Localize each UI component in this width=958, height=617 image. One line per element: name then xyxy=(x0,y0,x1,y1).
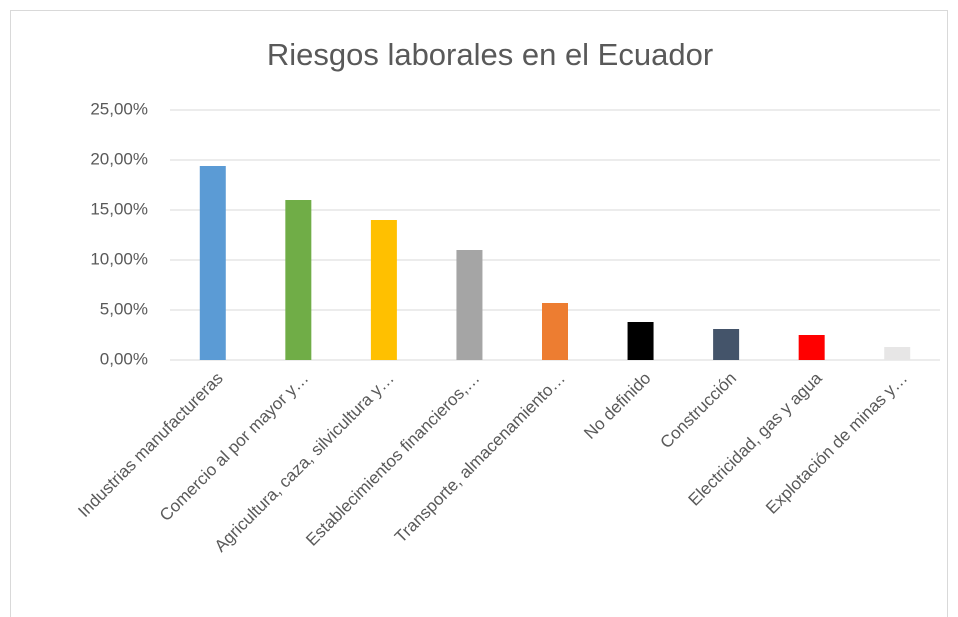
bar xyxy=(713,329,740,360)
y-tick-label: 5,00% xyxy=(100,299,148,318)
bar xyxy=(542,303,568,360)
bar xyxy=(798,335,825,360)
bar xyxy=(456,250,483,360)
y-tick-label: 0,00% xyxy=(100,349,148,368)
y-tick-label: 25,00% xyxy=(90,99,148,118)
bar xyxy=(199,166,226,360)
bar xyxy=(285,200,312,360)
chart-title: Riesgos laborales en el Ecuador xyxy=(267,37,713,72)
y-tick-label: 10,00% xyxy=(90,249,148,268)
bar xyxy=(884,347,911,360)
bar xyxy=(370,220,397,360)
y-tick-label: 15,00% xyxy=(90,199,148,218)
bar xyxy=(627,322,654,360)
y-tick-label: 20,00% xyxy=(90,149,148,168)
